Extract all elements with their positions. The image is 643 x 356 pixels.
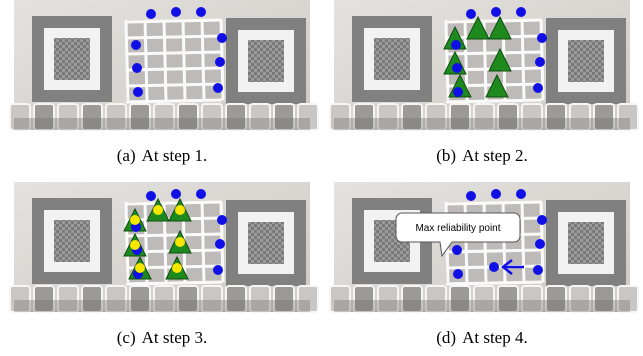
caption-label: (d) — [436, 328, 456, 347]
grid-line — [126, 202, 222, 204]
subfigure — [330, 0, 638, 130]
point — [175, 237, 185, 247]
grid-line — [126, 202, 128, 282]
point — [451, 40, 461, 50]
point — [217, 33, 227, 43]
grid-line — [446, 52, 542, 54]
point — [172, 263, 182, 273]
point — [175, 205, 185, 215]
grid-line — [183, 20, 185, 100]
caption-text: At step 2. — [462, 146, 528, 165]
point — [491, 189, 501, 199]
photo-shadow — [334, 300, 630, 312]
point — [453, 87, 463, 97]
point — [466, 9, 476, 19]
caption-label: (c) — [117, 328, 136, 347]
point — [133, 87, 143, 97]
point — [215, 239, 225, 249]
point — [533, 265, 543, 275]
caption: (c) At step 3. — [117, 328, 208, 347]
grid-line — [202, 202, 204, 282]
caption: (a) At step 1. — [117, 146, 208, 165]
photo-shadow — [14, 300, 310, 312]
grid-line — [126, 234, 222, 236]
caption-label: (a) — [117, 146, 136, 165]
grid-line — [126, 20, 128, 100]
grid-line — [145, 20, 147, 100]
point — [196, 7, 206, 17]
photo-shadow — [14, 118, 310, 130]
caption: (d) At step 4. — [436, 328, 527, 347]
caption-text: At step 1. — [142, 146, 208, 165]
point — [215, 57, 225, 67]
grid-line — [126, 84, 222, 86]
marker-inner — [374, 38, 410, 80]
figure: (a) At step 1. (b) At step 2. (c) At step 3. M… — [0, 0, 643, 356]
grid-line — [522, 20, 524, 100]
point — [135, 263, 145, 273]
point — [489, 262, 499, 272]
marker-inner — [568, 40, 604, 82]
caption: (b) At step 2. — [436, 146, 527, 165]
point — [130, 215, 140, 225]
grid-line — [446, 202, 542, 204]
grid-line — [446, 20, 542, 22]
caption-label: (b) — [436, 146, 456, 165]
callout-text: Max reliability point — [415, 223, 500, 234]
point — [453, 269, 463, 279]
grid-line — [126, 100, 222, 102]
point — [171, 7, 181, 17]
point — [171, 189, 181, 199]
marker-inner — [248, 40, 284, 82]
grid-line — [126, 20, 222, 22]
subfigure: Max reliability point — [330, 182, 638, 312]
grid-line — [126, 282, 222, 284]
point — [213, 83, 223, 93]
point — [452, 245, 462, 255]
point — [146, 191, 156, 201]
point — [196, 189, 206, 199]
point — [146, 9, 156, 19]
grid-line — [446, 282, 542, 284]
caption-text: At step 3. — [142, 328, 208, 347]
subfigure — [10, 0, 318, 130]
point — [537, 215, 547, 225]
point — [516, 7, 526, 17]
point — [130, 240, 140, 250]
point — [535, 239, 545, 249]
marker-inner — [54, 220, 90, 262]
marker-inner — [54, 38, 90, 80]
grid-line — [446, 20, 448, 100]
point — [213, 265, 223, 275]
grid-line — [446, 100, 542, 102]
photo-shadow — [334, 118, 630, 130]
point — [153, 205, 163, 215]
subfigure — [10, 182, 318, 312]
grid-line — [164, 20, 166, 100]
point — [217, 215, 227, 225]
grid-line — [522, 202, 524, 282]
caption-text: At step 4. — [462, 328, 528, 347]
point — [452, 63, 462, 73]
grid-line — [126, 36, 222, 38]
point — [533, 83, 543, 93]
point — [516, 189, 526, 199]
point — [537, 33, 547, 43]
point — [132, 63, 142, 73]
marker-inner — [248, 222, 284, 264]
grid-line — [202, 20, 204, 100]
point — [131, 40, 141, 50]
grid-line — [126, 52, 222, 54]
point — [535, 57, 545, 67]
point — [466, 191, 476, 201]
marker-inner — [568, 222, 604, 264]
point — [491, 7, 501, 17]
